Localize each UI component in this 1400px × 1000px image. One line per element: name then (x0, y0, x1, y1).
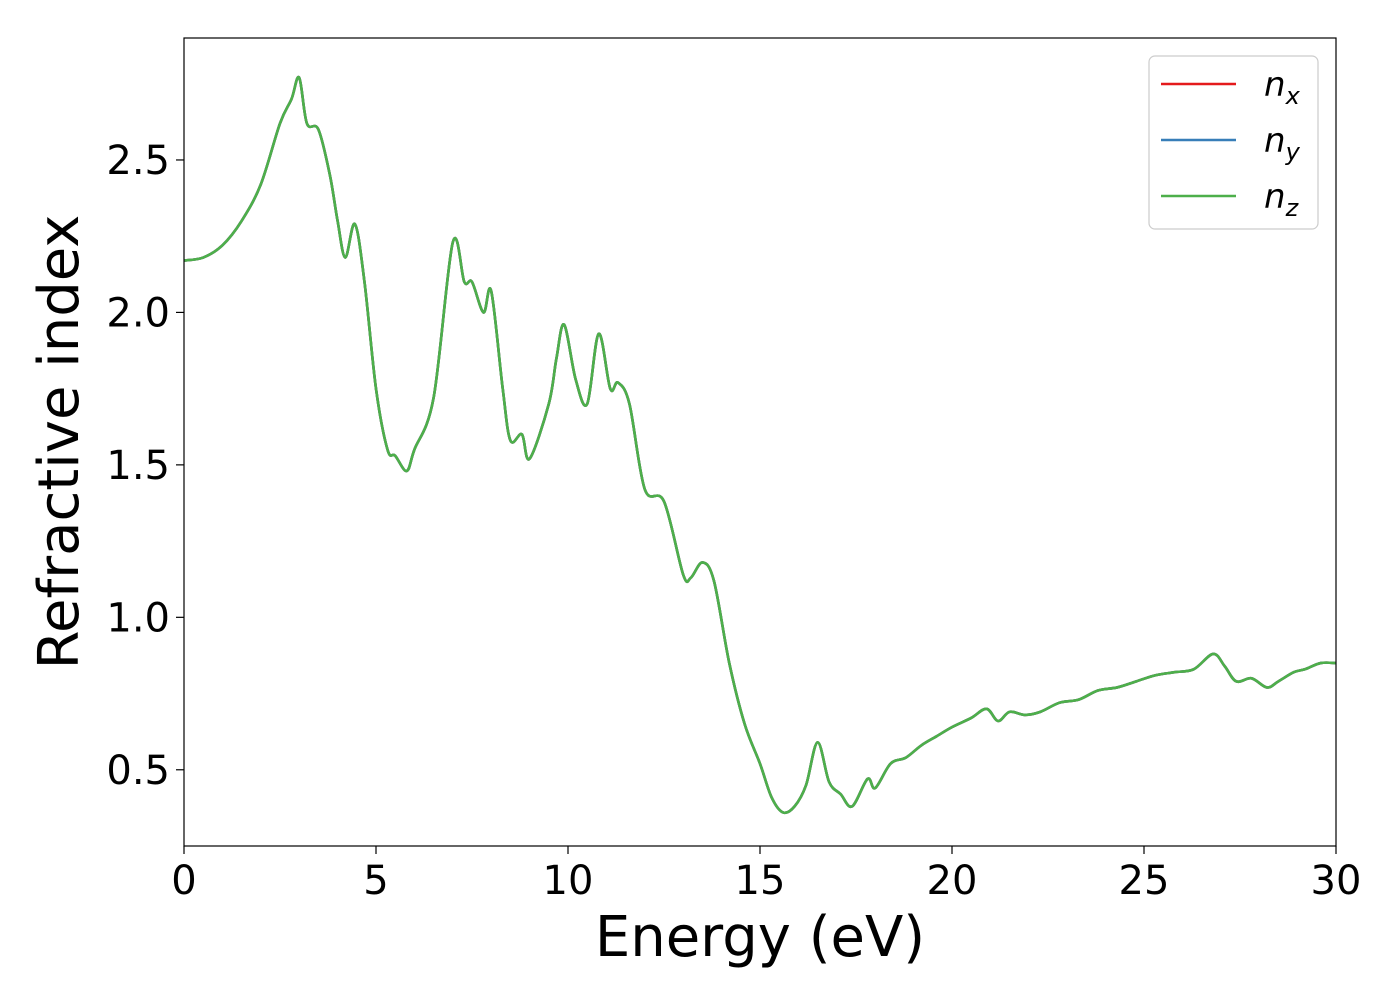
legend-label-n_x: nx (1264, 65, 1301, 110)
y-axis: 0.5 1.0 1.5 2.0 2.5 (106, 138, 184, 794)
y-tick-label: 2.5 (106, 138, 170, 184)
x-tick-label: 30 (1311, 858, 1362, 904)
y-tick-label: 1.0 (106, 595, 170, 641)
legend-label-n_z: nz (1264, 177, 1300, 222)
y-axis-title: Refractive index (27, 215, 92, 670)
x-axis: 0 5 10 15 20 25 30 (171, 846, 1361, 904)
x-tick-label: 25 (1119, 858, 1170, 904)
y-tick-label: 2.0 (106, 290, 170, 336)
x-tick-label: 0 (171, 858, 196, 904)
legend: nx ny nz (1148, 55, 1319, 230)
x-tick-label: 15 (735, 858, 786, 904)
x-tick-label: 20 (927, 858, 978, 904)
y-tick-label: 0.5 (106, 748, 170, 794)
x-tick-label: 10 (543, 858, 594, 904)
series-line-n_z (183, 75, 1337, 815)
x-axis-title: Energy (eV) (595, 905, 925, 970)
legend-box (1148, 55, 1319, 230)
legend-label-n_y: ny (1264, 121, 1301, 166)
series-layer (183, 75, 1337, 815)
x-tick-label: 5 (363, 858, 388, 904)
y-tick-label: 1.5 (106, 443, 170, 489)
